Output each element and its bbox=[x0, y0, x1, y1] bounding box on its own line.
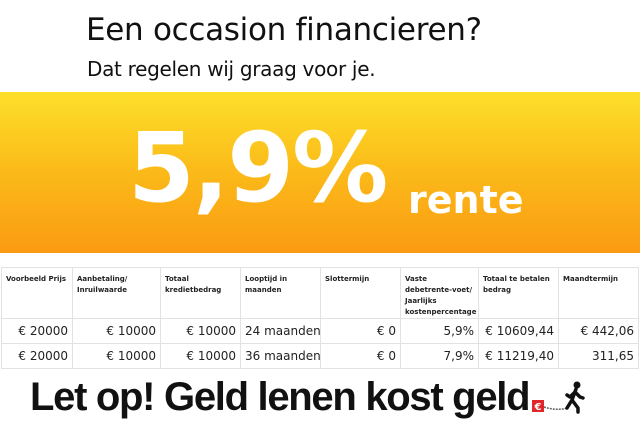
column-header: Looptijd in maanden bbox=[240, 267, 321, 319]
table-cell: € 20000 bbox=[1, 318, 73, 344]
table-cell: 7,9% bbox=[400, 343, 479, 369]
column-header: Voorbeeld Prijs bbox=[1, 267, 73, 319]
column-header: Maandtermijn bbox=[558, 267, 639, 319]
table-cell: 311,65 bbox=[558, 343, 639, 369]
interest-rate: 5,9% bbox=[128, 112, 388, 224]
table-cell: 5,9% bbox=[400, 318, 479, 344]
page-title: Een occasion financieren? bbox=[86, 12, 482, 48]
column-header: Totaal te betalen bedrag bbox=[478, 267, 559, 319]
table-cell: € 10000 bbox=[160, 343, 241, 369]
table-header-row: Voorbeeld Prijs Aanbetaling/ Inruilwaard… bbox=[1, 267, 639, 319]
column-header: Totaal kredietbedrag bbox=[160, 267, 241, 319]
interest-rate-suffix: rente bbox=[408, 178, 524, 222]
table-cell: € 0 bbox=[320, 343, 401, 369]
svg-text:€: € bbox=[534, 402, 542, 413]
table-cell: € 0 bbox=[320, 318, 401, 344]
euro-ball-and-chain-walking-man-icon: € bbox=[532, 381, 585, 414]
table-cell: € 11219,40 bbox=[478, 343, 559, 369]
column-header: Aanbetaling/ Inruilwaarde bbox=[72, 267, 161, 319]
column-header: Slottermijn bbox=[320, 267, 401, 319]
table-cell: € 10000 bbox=[72, 318, 161, 344]
column-header: Vaste debetrente-voet/ Jaarlijks kostenp… bbox=[400, 267, 479, 319]
table-cell: € 10000 bbox=[72, 343, 161, 369]
table-cell: € 442,06 bbox=[558, 318, 639, 344]
rate-banner bbox=[0, 92, 640, 253]
table-cell: € 10000 bbox=[160, 318, 241, 344]
table-row: € 20000 € 10000 € 10000 36 maanden € 0 7… bbox=[1, 343, 639, 369]
loan-warning-text: Let op! Geld lenen kost geld bbox=[30, 375, 531, 419]
table-cell: € 20000 bbox=[1, 343, 73, 369]
table-cell: € 10609,44 bbox=[478, 318, 559, 344]
table-cell: 36 maanden bbox=[240, 343, 321, 369]
page-subtitle: Dat regelen wij graag voor je. bbox=[87, 57, 376, 81]
table-cell: 24 maanden bbox=[240, 318, 321, 344]
financing-table: Voorbeeld Prijs Aanbetaling/ Inruilwaard… bbox=[1, 267, 639, 369]
table-row: € 20000 € 10000 € 10000 24 maanden € 0 5… bbox=[1, 318, 639, 344]
